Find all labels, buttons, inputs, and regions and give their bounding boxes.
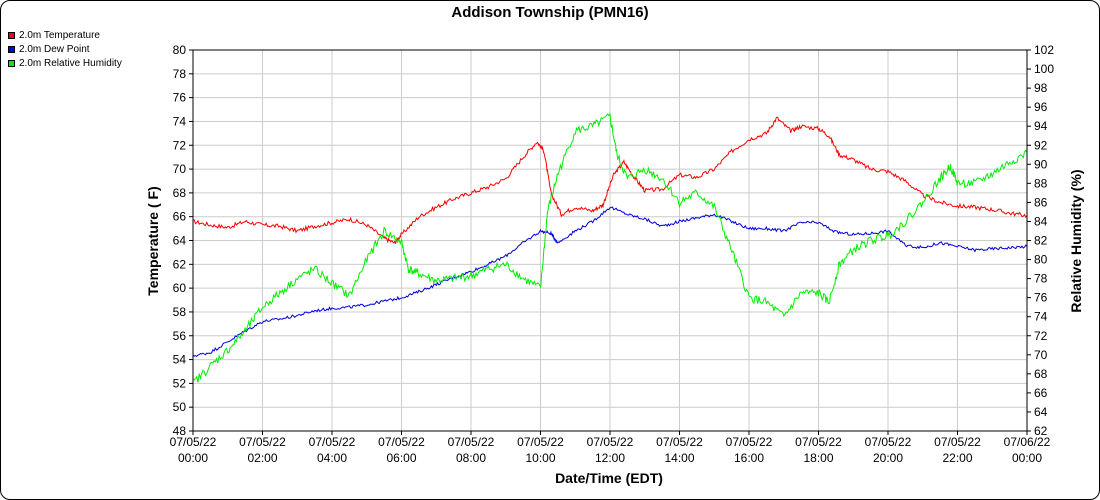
y-axis-title: Temperature ( F) <box>145 186 161 295</box>
x-tick-date: 07/05/22 <box>795 435 842 449</box>
chart-title: Addison Township (PMN16) <box>451 4 649 21</box>
y2-tick-label: 92 <box>1034 138 1048 152</box>
legend-item-relative-humidity: 2.0m Relative Humidity <box>8 56 122 70</box>
y-tick-label: 60 <box>173 281 187 295</box>
y-tick-label: 62 <box>173 257 187 271</box>
x-tick-date: 07/05/22 <box>448 435 495 449</box>
x-tick-date: 07/05/22 <box>378 435 425 449</box>
legend-label-relative-humidity: 2.0m Relative Humidity <box>19 57 122 69</box>
y-tick-label: 54 <box>173 353 187 367</box>
x-tick-date: 07/05/22 <box>726 435 773 449</box>
y2-tick-label: 68 <box>1034 367 1048 381</box>
x-tick-time: 00:00 <box>1012 451 1042 465</box>
axes <box>189 49 1031 435</box>
series-lines <box>192 112 1028 383</box>
legend-label-temperature: 2.0m Temperature <box>19 29 100 41</box>
x-tick-date: 07/06/22 <box>1004 435 1051 449</box>
y2-tick-label: 72 <box>1034 329 1048 343</box>
y2-tick-label: 82 <box>1034 234 1048 248</box>
y-tick-label: 48 <box>173 424 187 438</box>
legend-item-dew-point: 2.0m Dew Point <box>8 42 122 56</box>
legend: 2.0m Temperature 2.0m Dew Point 2.0m Rel… <box>8 28 122 70</box>
tick-labels: 48 50 52 54 56 58 60 62 64 66 68 70 72 74 76 78 80 62 64 66… <box>170 43 1055 465</box>
series-line-2-0m-relative-humidity <box>192 112 1028 383</box>
y2-tick-label: 94 <box>1034 119 1048 133</box>
plot-border <box>192 49 1028 432</box>
y2-tick-label: 76 <box>1034 291 1048 305</box>
legend-swatch-dew-point <box>8 45 15 53</box>
y2-tick-label: 98 <box>1034 81 1048 95</box>
x-tick-time: 08:00 <box>456 451 486 465</box>
y2-axis-title: Relative Humidity (%) <box>1068 169 1084 312</box>
x-tick-time: 22:00 <box>942 451 972 465</box>
y-tick-label: 80 <box>173 43 187 57</box>
y-tick-label: 64 <box>173 234 187 248</box>
y2-tick-label: 102 <box>1034 43 1054 57</box>
y2-tick-label: 88 <box>1034 176 1048 190</box>
series-line-2-0m-dew-point <box>192 206 1028 358</box>
x-tick-time: 06:00 <box>386 451 416 465</box>
y2-tick-label: 100 <box>1034 62 1054 76</box>
y-tick-label: 58 <box>173 305 187 319</box>
y2-tick-label: 66 <box>1034 386 1048 400</box>
y-tick-label: 56 <box>173 329 187 343</box>
x-tick-date: 07/05/22 <box>587 435 634 449</box>
x-tick-time: 02:00 <box>247 451 277 465</box>
x-axis-title: Date/Time (EDT) <box>555 470 663 486</box>
y-tick-label: 50 <box>173 400 187 414</box>
x-tick-time: 14:00 <box>664 451 694 465</box>
x-tick-date: 07/05/22 <box>239 435 286 449</box>
y-tick-label: 76 <box>173 91 187 105</box>
legend-swatch-relative-humidity <box>8 59 15 67</box>
x-tick-time: 20:00 <box>873 451 903 465</box>
series-line-2-0m-temperature <box>192 116 1028 244</box>
y2-tick-label: 62 <box>1034 424 1048 438</box>
x-tick-time: 00:00 <box>178 451 208 465</box>
y2-tick-label: 80 <box>1034 253 1048 267</box>
y2-tick-label: 96 <box>1034 100 1048 114</box>
legend-label-dew-point: 2.0m Dew Point <box>19 43 90 55</box>
y2-tick-label: 74 <box>1034 310 1048 324</box>
x-tick-date: 07/05/22 <box>656 435 703 449</box>
x-tick-time: 12:00 <box>595 451 625 465</box>
x-tick-time: 16:00 <box>734 451 764 465</box>
y-tick-label: 78 <box>173 67 187 81</box>
y2-tick-label: 64 <box>1034 405 1048 419</box>
y2-tick-label: 86 <box>1034 195 1048 209</box>
y2-tick-label: 70 <box>1034 348 1048 362</box>
y2-tick-label: 84 <box>1034 214 1048 228</box>
x-tick-time: 04:00 <box>317 451 347 465</box>
x-tick-time: 10:00 <box>525 451 555 465</box>
legend-item-temperature: 2.0m Temperature <box>8 28 122 42</box>
x-tick-date: 07/05/22 <box>170 435 217 449</box>
y2-tick-label: 78 <box>1034 272 1048 286</box>
y2-tick-label: 90 <box>1034 157 1048 171</box>
y-tick-label: 68 <box>173 186 187 200</box>
y-tick-label: 74 <box>173 114 187 128</box>
y-tick-label: 70 <box>173 162 187 176</box>
y-tick-label: 52 <box>173 376 187 390</box>
x-tick-date: 07/05/22 <box>865 435 912 449</box>
y-tick-label: 66 <box>173 210 187 224</box>
legend-swatch-temperature <box>8 31 15 39</box>
x-tick-date: 07/05/22 <box>934 435 981 449</box>
x-tick-date: 07/05/22 <box>309 435 356 449</box>
x-tick-time: 18:00 <box>803 451 833 465</box>
y-tick-label: 72 <box>173 138 187 152</box>
x-tick-date: 07/05/22 <box>517 435 564 449</box>
